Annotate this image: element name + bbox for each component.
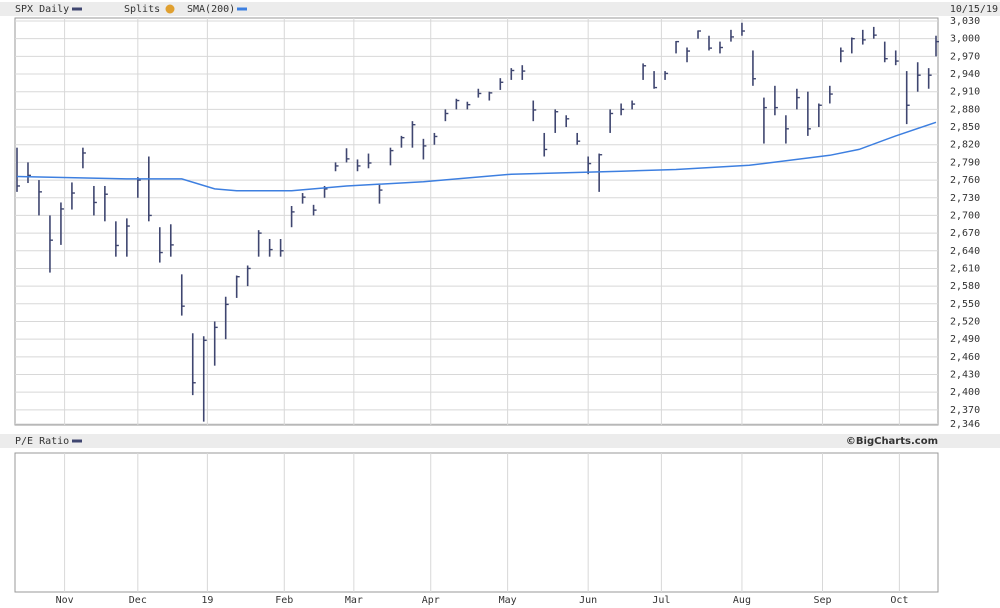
y-tick-label: 3,030 [950,16,980,27]
y-tick-label: 2,820 [950,140,980,151]
lower-header-band [0,434,1000,448]
x-tick-label: Jul [652,595,670,606]
header-band [0,2,1000,16]
y-tick-label: 2,580 [950,281,980,292]
x-tick-label: 19 [201,595,213,606]
y-tick-label: 2,910 [950,87,980,98]
y-tick-label: 2,520 [950,316,980,327]
y-tick-label: 2,346 [950,419,980,430]
y-tick-label: 2,850 [950,122,980,133]
x-tick-label: Nov [56,595,74,606]
x-tick-label: Aug [733,595,751,606]
y-tick-label: 2,940 [950,69,980,80]
y-tick-label: 2,970 [950,51,980,62]
y-tick-label: 2,670 [950,228,980,239]
x-tick-label: May [499,595,517,606]
x-tick-label: Apr [422,595,440,606]
y-tick-label: 2,700 [950,210,980,221]
x-tick-label: Jun [579,595,597,606]
y-tick-label: 2,640 [950,246,980,257]
splits-icon [165,4,175,14]
y-tick-label: 2,370 [950,405,980,416]
credit: ©BigCharts.com [846,436,938,447]
y-tick-label: 2,400 [950,387,980,398]
legend-label: SMA(200) [187,4,235,15]
plot-frame [14,17,939,426]
lower-frame [14,452,939,593]
x-tick-label: Sep [813,595,831,606]
x-tick-label: Oct [890,595,908,606]
y-tick-label: 2,550 [950,299,980,310]
y-tick-label: 2,430 [950,370,980,381]
chart-title: SPX Daily [15,4,69,15]
y-tick-label: 2,490 [950,334,980,345]
annotation: Splits [124,4,160,15]
y-tick-label: 2,460 [950,352,980,363]
y-tick-label: 2,880 [950,104,980,115]
y-tick-label: 2,790 [950,157,980,168]
y-tick-label: 2,760 [950,175,980,186]
lower-title: P/E Ratio [15,436,69,447]
x-tick-label: Mar [345,595,363,606]
x-tick-label: Dec [129,595,147,606]
x-tick-label: Feb [275,595,293,606]
sma-line [16,121,937,192]
y-tick-label: 2,730 [950,193,980,204]
date-label: 10/15/19 [950,4,998,15]
y-tick-label: 2,610 [950,263,980,274]
y-tick-label: 3,000 [950,34,980,45]
